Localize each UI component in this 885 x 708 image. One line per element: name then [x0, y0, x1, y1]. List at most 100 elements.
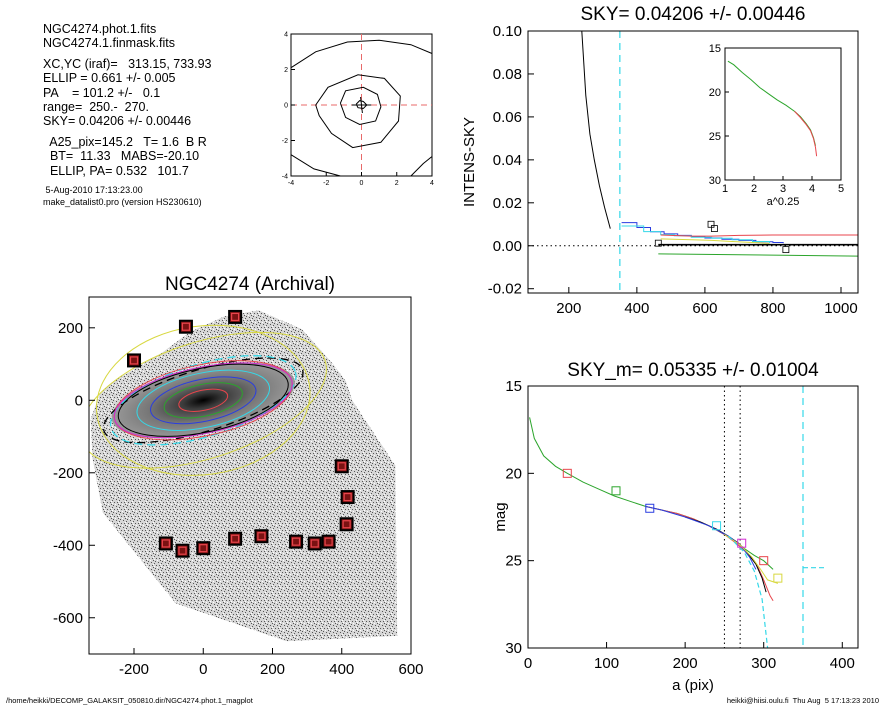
info-block: NGC4274.phot.1.fits NGC4274.1.finmask.fi…	[43, 22, 212, 208]
mag-y-tick-label: 25	[505, 553, 522, 570]
image-x-tick-label: 400	[329, 661, 354, 678]
inset-x-tick-label: 2	[751, 183, 757, 195]
mag-x-tick-label: 400	[830, 655, 855, 672]
contour-x-tick-label: 0	[360, 180, 364, 187]
sky-series-line	[660, 234, 858, 237]
masked-star-inner	[343, 492, 352, 502]
contour-line	[315, 74, 401, 149]
image-x-tick-label: 200	[260, 661, 285, 678]
info-line: XC,YC (iraf)= 313.15, 733.93	[43, 56, 212, 71]
sky-title: SKY= 0.04206 +/- 0.00446	[580, 4, 805, 25]
mag-y-tick-label: 15	[505, 378, 522, 395]
masked-star-box	[340, 490, 355, 505]
masked-star-box	[158, 536, 173, 551]
sky-series-line	[660, 238, 770, 244]
info-line: ELLIP, PA= 0.532 101.7	[43, 163, 189, 178]
masked-star-inner	[199, 544, 208, 553]
contour-line	[410, 156, 433, 177]
masked-star-box	[228, 531, 243, 546]
masked-star-box	[321, 534, 336, 549]
image-frame	[88, 296, 412, 655]
inset-x-tick-label: 5	[838, 183, 844, 195]
info-line: A25_pix=145.2 T= 1.6 B R	[43, 134, 207, 149]
image-group	[89, 309, 398, 642]
inset-y-tick-label: 30	[709, 175, 721, 187]
sky-x-tick-label: 200	[556, 300, 581, 317]
masked-star-inner	[324, 537, 333, 546]
sky-series-line	[658, 253, 858, 257]
sky-y-tick-label: -0.02	[488, 281, 522, 298]
contour-y-tick-label: -2	[282, 138, 288, 145]
masked-star-box	[334, 459, 349, 474]
contour-line	[360, 96, 363, 114]
image-y-tick-label: -400	[53, 537, 83, 554]
mag-y-label: mag	[492, 502, 509, 531]
mag-series-line	[724, 534, 779, 584]
sky-x-tick-label: 800	[760, 300, 785, 317]
isophote-ellipse	[117, 363, 289, 437]
inset-y-tick-label: 15	[709, 43, 721, 55]
image-title: NGC4274 (Archival)	[165, 274, 335, 295]
sky-marker	[782, 246, 790, 254]
inset-x-tick-label: 3	[780, 183, 786, 195]
isophote-ellipse	[163, 382, 243, 419]
footer-user: heikki@hiisi.oulu.fi Thu Aug 5 17:13:23 …	[726, 696, 879, 705]
sky-y-tick-label: 0.04	[493, 152, 522, 169]
mag-y-tick-label: 20	[505, 465, 522, 482]
sky-frame	[527, 30, 859, 294]
mag-marker	[611, 486, 621, 496]
mag-marker	[645, 503, 655, 513]
image-x-tick-label: 600	[398, 661, 423, 678]
masked-star-box	[127, 353, 142, 368]
info-version: make_datalist0.pro (version HS230610)	[43, 197, 202, 208]
inset-x-label: a^0.25	[767, 196, 800, 208]
mag-series-line	[645, 506, 774, 602]
sky-x-tick-label: 600	[692, 300, 717, 317]
image-y-tick-label: -600	[53, 610, 83, 627]
masked-star-inner	[231, 312, 240, 322]
mag-marker	[737, 538, 747, 548]
masked-star-inner	[161, 539, 170, 548]
sky-y-tick-label: 0.06	[493, 109, 522, 126]
mag-group	[529, 386, 827, 648]
masked-star-inner	[291, 537, 301, 546]
masked-star-box	[254, 529, 269, 544]
image-y-tick-label: 0	[75, 392, 83, 409]
info-line: NGC4274.phot.1.fits	[43, 22, 157, 36]
contour-x-tick-label: -4	[288, 180, 294, 187]
mag-x-tick-label: 200	[673, 655, 698, 672]
sky-y-label: INTENS-SKY	[461, 117, 478, 207]
masked-star-inner	[178, 546, 187, 555]
masked-star-box	[289, 534, 304, 549]
mag-marker	[759, 556, 769, 566]
masked-star-inner	[337, 462, 346, 471]
mag-x-tick-label: 300	[751, 655, 776, 672]
inset-y-tick-label: 20	[709, 87, 721, 99]
masked-star-box	[196, 541, 211, 556]
masked-star-box	[178, 319, 193, 334]
info-line: ELLIP = 0.661 +/- 0.005	[43, 71, 176, 86]
inset-frame	[724, 47, 842, 181]
sky-x-tick-label: 1000	[824, 300, 857, 317]
mag-marker	[773, 573, 783, 583]
contour-line	[290, 39, 433, 69]
info-line: range= 250.- 270.	[43, 100, 149, 115]
inset-x-tick-label: 1	[722, 183, 728, 195]
mag-frame	[527, 385, 859, 649]
sky-y-tick-label: 0.10	[493, 23, 522, 40]
sky-series-line	[621, 225, 770, 243]
masked-star-inner	[231, 534, 240, 543]
mag-title: SKY_m= 0.05335 +/- 0.01004	[567, 360, 819, 381]
sky-group	[528, 31, 858, 293]
image-x-tick-label: -200	[119, 661, 149, 678]
sky-series-line	[581, 31, 611, 229]
contour-x-tick-label: 2	[395, 180, 399, 187]
isophote-ellipse	[113, 362, 293, 439]
info-line: NGC4274.1.finmask.fits	[43, 36, 175, 51]
sky-y-tick-label: 0.02	[493, 195, 522, 212]
inset-series-line	[794, 111, 818, 157]
mag-series-line	[684, 516, 767, 593]
masked-star-inner	[129, 356, 139, 365]
mag-x-label: a (pix)	[672, 677, 714, 694]
